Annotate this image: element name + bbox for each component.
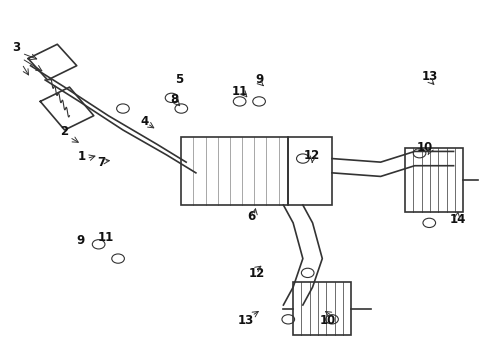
Text: 13: 13 — [237, 314, 253, 327]
Text: 6: 6 — [247, 210, 255, 223]
Text: 5: 5 — [174, 73, 183, 86]
Text: 7: 7 — [97, 156, 105, 168]
Text: 14: 14 — [448, 213, 465, 226]
Text: 11: 11 — [98, 231, 114, 244]
Text: 2: 2 — [61, 125, 68, 138]
Text: 13: 13 — [421, 70, 437, 83]
Text: 4: 4 — [141, 114, 149, 127]
Text: 12: 12 — [248, 267, 264, 280]
Text: 9: 9 — [254, 73, 263, 86]
Text: 10: 10 — [415, 141, 432, 154]
Text: 3: 3 — [12, 41, 20, 54]
Text: 8: 8 — [169, 93, 178, 106]
Text: 12: 12 — [303, 149, 319, 162]
Text: 1: 1 — [78, 150, 85, 163]
Text: 10: 10 — [319, 314, 336, 327]
Text: 9: 9 — [76, 234, 84, 247]
Text: 11: 11 — [231, 85, 247, 98]
